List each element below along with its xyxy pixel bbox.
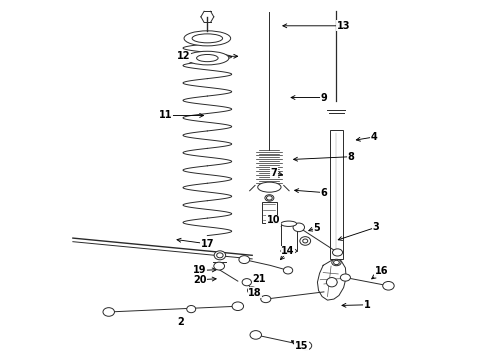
Text: 8: 8 (347, 152, 354, 162)
Ellipse shape (334, 260, 339, 265)
Text: 6: 6 (320, 188, 327, 198)
Ellipse shape (281, 248, 296, 254)
Ellipse shape (217, 253, 223, 258)
Ellipse shape (103, 308, 115, 316)
Text: 21: 21 (252, 274, 266, 284)
Ellipse shape (333, 249, 343, 256)
Text: 1: 1 (364, 300, 370, 310)
Text: 20: 20 (194, 275, 207, 285)
Ellipse shape (192, 34, 222, 43)
Ellipse shape (250, 330, 262, 339)
Text: 9: 9 (320, 93, 327, 103)
Ellipse shape (258, 182, 281, 192)
Text: 19: 19 (194, 265, 207, 275)
Text: 12: 12 (177, 51, 191, 61)
Ellipse shape (184, 31, 231, 46)
Text: 15: 15 (295, 341, 308, 351)
Ellipse shape (261, 296, 271, 303)
Ellipse shape (187, 306, 196, 313)
Text: 7: 7 (270, 168, 277, 178)
Ellipse shape (341, 274, 350, 281)
Ellipse shape (326, 278, 337, 287)
Text: 5: 5 (313, 223, 320, 233)
Ellipse shape (242, 279, 251, 286)
Ellipse shape (300, 341, 312, 350)
Ellipse shape (239, 256, 250, 264)
Text: 11: 11 (159, 111, 173, 121)
Ellipse shape (281, 221, 296, 226)
Text: 4: 4 (371, 132, 377, 142)
Bar (262, 202, 276, 223)
Ellipse shape (214, 262, 224, 270)
Ellipse shape (303, 239, 308, 243)
Ellipse shape (247, 287, 257, 294)
Ellipse shape (186, 51, 229, 65)
Text: 14: 14 (281, 246, 295, 256)
Ellipse shape (214, 251, 225, 260)
Ellipse shape (293, 223, 304, 231)
Text: 10: 10 (267, 215, 280, 225)
Ellipse shape (196, 54, 218, 62)
Ellipse shape (232, 302, 244, 311)
Bar (281, 224, 296, 251)
Text: 16: 16 (374, 266, 388, 276)
Ellipse shape (383, 282, 394, 290)
Ellipse shape (300, 237, 311, 245)
Bar (330, 130, 343, 259)
Text: 3: 3 (372, 222, 379, 232)
Text: 17: 17 (200, 239, 214, 249)
Ellipse shape (267, 196, 272, 200)
Text: 18: 18 (248, 288, 262, 298)
Ellipse shape (332, 259, 341, 266)
Ellipse shape (283, 267, 293, 274)
Text: 13: 13 (337, 21, 350, 31)
Text: 2: 2 (177, 317, 184, 327)
Ellipse shape (265, 195, 274, 201)
